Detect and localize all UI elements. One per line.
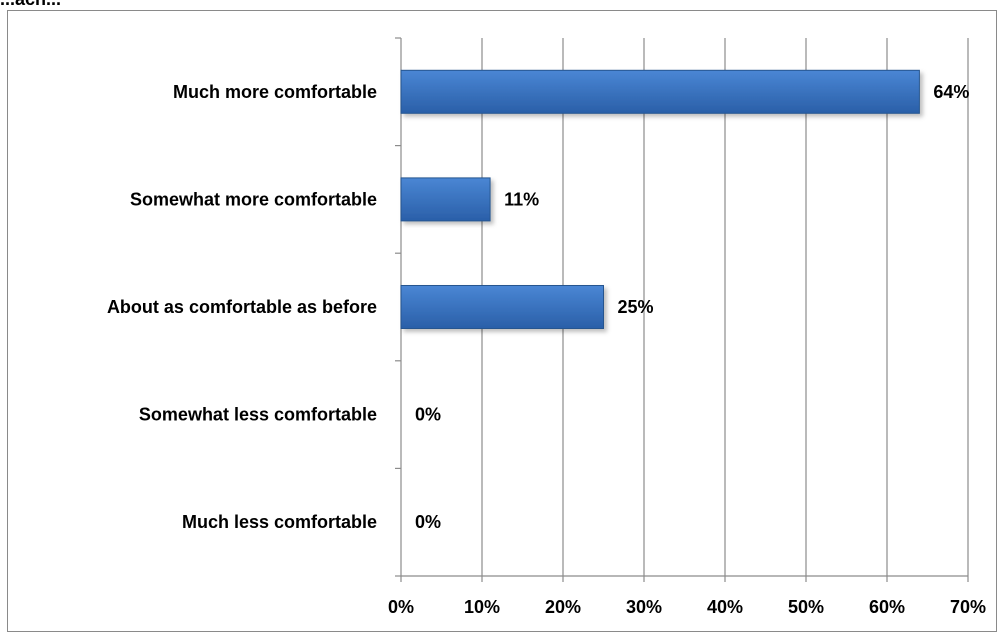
category-label: Much less comfortable <box>182 512 377 532</box>
data-label: 0% <box>415 512 441 532</box>
x-tick-label: 30% <box>626 597 662 617</box>
data-label: 64% <box>933 82 969 102</box>
x-tick-label: 0% <box>388 597 414 617</box>
x-tick-label: 70% <box>950 597 986 617</box>
x-tick-label: 10% <box>464 597 500 617</box>
bar <box>400 285 604 329</box>
x-tick-label: 50% <box>788 597 824 617</box>
labels: 0% 10% 20% 30% 40% 50% 60% 70% Much more comfort… <box>107 82 986 617</box>
data-label: 25% <box>618 297 654 317</box>
data-label: 11% <box>504 189 539 209</box>
x-tick-label: 20% <box>545 597 581 617</box>
category-label: Much more comfortable <box>173 82 377 102</box>
category-label: About as comfortable as before <box>107 297 377 317</box>
bars <box>400 69 920 329</box>
x-tick-label: 60% <box>869 597 905 617</box>
bar <box>400 69 920 114</box>
x-tick-label: 40% <box>707 597 743 617</box>
cropped-heading-fragment: ...ach... <box>0 0 61 10</box>
category-label: Somewhat less comfortable <box>139 405 377 425</box>
category-label: Somewhat more comfortable <box>130 189 377 209</box>
data-label: 0% <box>415 405 441 425</box>
bar <box>400 177 491 222</box>
